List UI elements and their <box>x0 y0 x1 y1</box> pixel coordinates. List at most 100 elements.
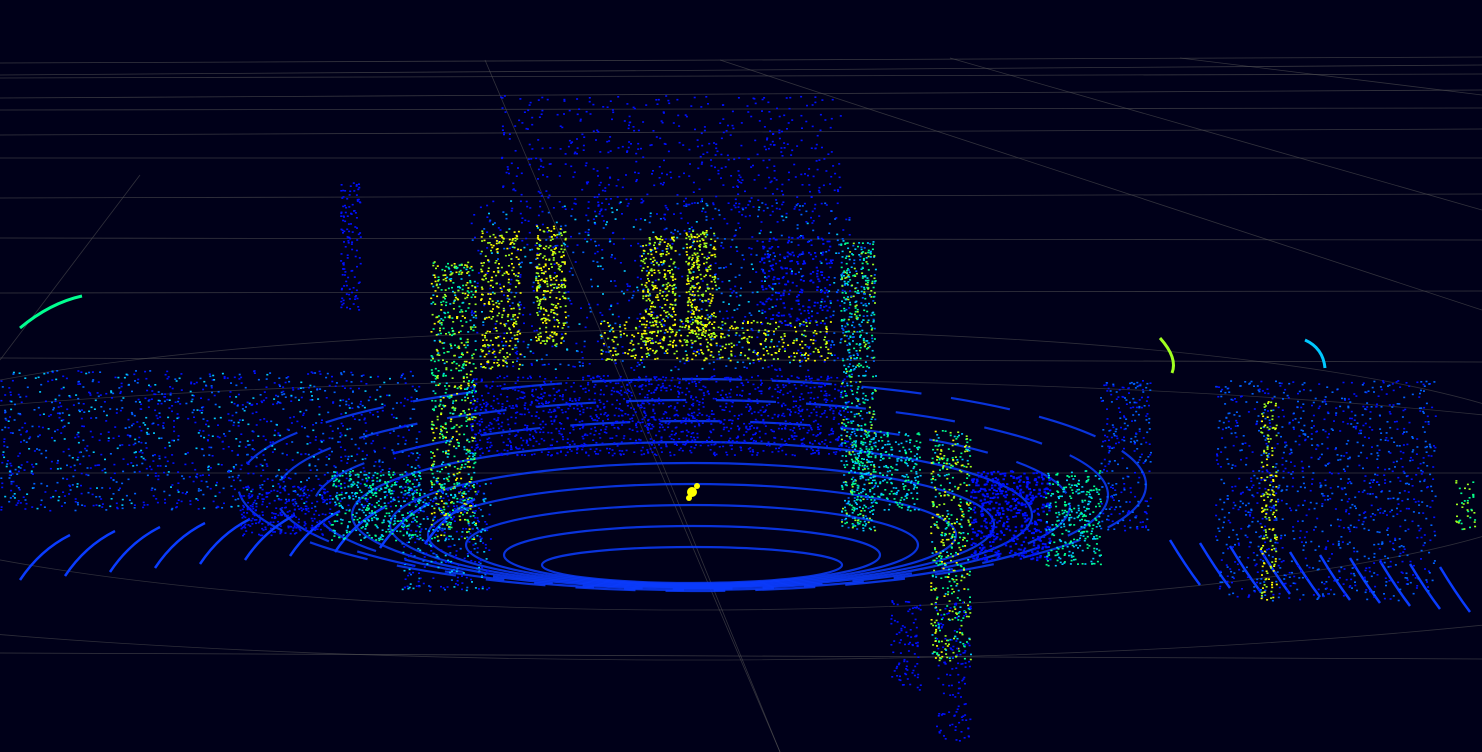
point <box>506 388 509 390</box>
point <box>834 388 836 390</box>
point <box>441 523 444 526</box>
point <box>563 263 566 265</box>
point <box>455 424 458 426</box>
point <box>464 297 467 300</box>
point <box>539 165 542 168</box>
point <box>618 407 621 410</box>
point <box>527 109 530 112</box>
point <box>487 270 490 272</box>
point <box>510 318 513 321</box>
point <box>705 242 708 245</box>
point <box>609 176 611 179</box>
point <box>574 218 577 221</box>
point <box>672 346 674 348</box>
point <box>456 482 459 484</box>
point <box>652 317 655 320</box>
point <box>766 137 769 139</box>
point <box>835 217 838 219</box>
point <box>442 396 445 399</box>
point <box>691 343 694 345</box>
point <box>665 253 668 256</box>
point <box>587 231 590 234</box>
point <box>848 258 851 261</box>
point <box>705 357 708 360</box>
point <box>773 170 776 172</box>
point <box>652 404 655 406</box>
point <box>718 267 721 269</box>
point <box>798 308 801 311</box>
point <box>558 298 561 300</box>
point <box>641 255 643 257</box>
point <box>445 304 447 307</box>
point <box>449 440 452 443</box>
point <box>782 292 785 295</box>
point <box>739 176 742 179</box>
point <box>713 275 716 278</box>
point <box>646 193 649 196</box>
point <box>595 139 597 141</box>
point <box>473 462 476 465</box>
point <box>643 407 646 409</box>
point <box>467 382 470 385</box>
point <box>679 387 682 389</box>
point <box>528 143 531 146</box>
point <box>536 257 539 260</box>
point <box>815 450 818 452</box>
point <box>499 453 502 456</box>
point <box>811 381 814 384</box>
point <box>616 343 619 346</box>
point <box>648 293 651 295</box>
point <box>570 303 573 305</box>
point <box>529 249 532 251</box>
point <box>660 447 663 449</box>
point <box>626 334 628 337</box>
point <box>457 444 460 447</box>
point <box>688 414 691 417</box>
point <box>741 395 743 397</box>
point <box>619 330 622 333</box>
point <box>669 171 672 173</box>
point <box>560 285 563 288</box>
point <box>664 304 667 306</box>
point <box>605 359 608 361</box>
point <box>657 278 660 281</box>
point <box>491 344 494 346</box>
point <box>524 219 527 222</box>
point <box>821 441 824 443</box>
point <box>676 194 679 196</box>
point <box>537 333 540 336</box>
point <box>545 339 548 342</box>
point <box>543 255 546 257</box>
point <box>825 346 828 348</box>
point <box>599 408 602 411</box>
point <box>547 431 550 434</box>
point <box>431 356 434 358</box>
point <box>453 266 456 269</box>
point <box>506 247 509 250</box>
point <box>498 270 501 272</box>
point <box>535 275 538 278</box>
point <box>582 388 585 390</box>
point <box>678 449 681 451</box>
point <box>706 314 709 316</box>
point <box>471 357 474 359</box>
point <box>730 350 733 353</box>
point <box>795 400 798 403</box>
point <box>781 423 784 425</box>
point <box>749 407 752 410</box>
point <box>540 405 543 407</box>
point <box>819 304 822 307</box>
point <box>706 439 708 442</box>
point <box>492 316 495 318</box>
scan-arc <box>243 513 296 561</box>
point <box>801 205 804 207</box>
point <box>516 405 518 408</box>
point <box>768 386 771 389</box>
point <box>528 433 531 436</box>
point <box>807 392 810 394</box>
point <box>508 298 511 301</box>
point <box>685 320 688 322</box>
point <box>564 332 567 335</box>
